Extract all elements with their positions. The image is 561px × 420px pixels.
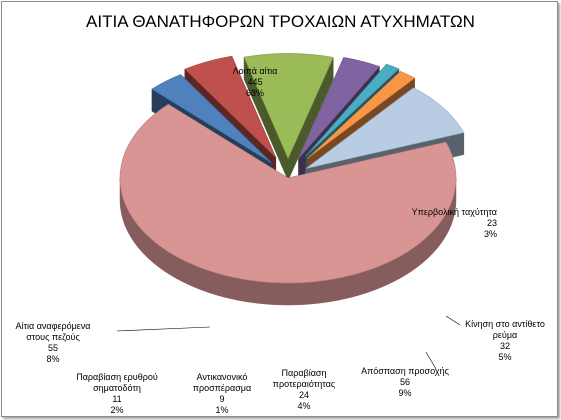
- leader-line-2: [445, 315, 461, 326]
- slice-top-2: [184, 55, 277, 158]
- chart-title: ΑΙΤΙΑ ΘΑΝΑΤΗΦΟΡΩΝ ΤΡΟΧΑΙΩΝ ΑΤΥΧΗΜΑΤΩΝ: [86, 12, 475, 31]
- data-label-2: Κίνηση στο αντίθετο ρεύμα 32 5%: [465, 319, 545, 362]
- slice-top-3: [243, 53, 334, 160]
- leader-line-0: [116, 326, 211, 332]
- slice-3: [243, 53, 334, 181]
- slice-top-5: [305, 63, 400, 157]
- data-label-6: Παραβίαση ερυθρού σηματοδότη 11 2%: [76, 372, 158, 415]
- slice-0: [119, 103, 457, 306]
- data-label-5: Αντικανονικό προσπέρασμα 9 1%: [193, 372, 251, 415]
- slice-top-7: [305, 87, 465, 169]
- data-label-7: Αίτια αναφερόμενα στους πεζούς 55 8%: [15, 321, 90, 364]
- data-label-3: Απόσπαση προσοχής 56 9%: [361, 366, 450, 398]
- slice-top-0: [119, 103, 457, 284]
- slice-top-1: [151, 74, 272, 164]
- data-label-1: Υπερβολική ταχύτητα 23 3%: [412, 207, 497, 239]
- data-label-4: Παραβίαση προτεραιότητας 24 4%: [273, 368, 336, 411]
- slice-top-6: [306, 71, 416, 160]
- data-label-0: Λοιπά αίτια 445 68%: [233, 66, 278, 98]
- leader-line-1: [425, 351, 437, 370]
- slice-top-4: [298, 57, 380, 159]
